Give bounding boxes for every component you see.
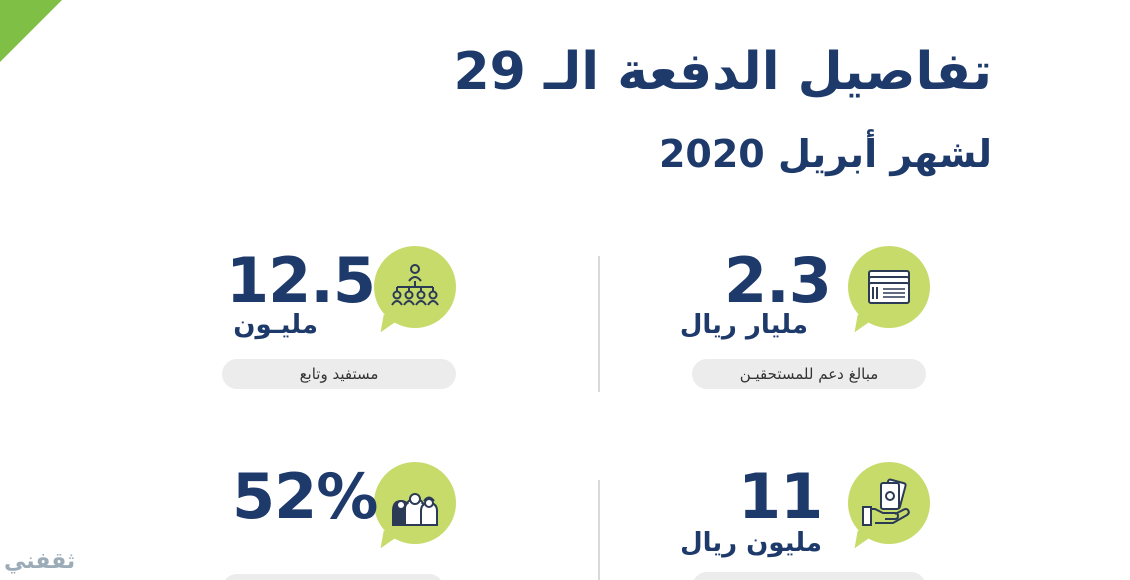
people-hierarchy-icon [374,246,456,328]
money-stack-icon [848,246,930,328]
stat-unit-beneficiaries: مليـون [233,310,318,340]
stat-unit-support-amount: مليار ريال [679,310,808,340]
watermark-logo: ثقفني [4,549,76,574]
page-subtitle: لشهر أبريل 2020 [658,132,992,176]
corner-decoration [0,0,62,62]
page-title: تفاصيل الدفعة الـ 29 [453,42,993,102]
stat-caption-percentage [222,574,444,580]
stat-value-support-amount: 2.3 [724,244,832,317]
hand-money-icon [848,462,930,544]
stat-unit-amount: مليون ريال [680,528,822,558]
stat-value-amount: 11 [738,460,823,533]
stat-caption-amount [692,572,926,580]
column-divider [598,256,600,392]
stat-value-beneficiaries: 12.5 [226,244,376,317]
column-divider [598,480,600,580]
stat-caption-beneficiaries: مستفيد وتابع [222,359,456,389]
stat-caption-support-amount: مبالغ دعم للمستحقيـن [692,359,926,389]
family-icon [374,462,456,544]
stat-value-percentage: 52% [232,460,378,533]
